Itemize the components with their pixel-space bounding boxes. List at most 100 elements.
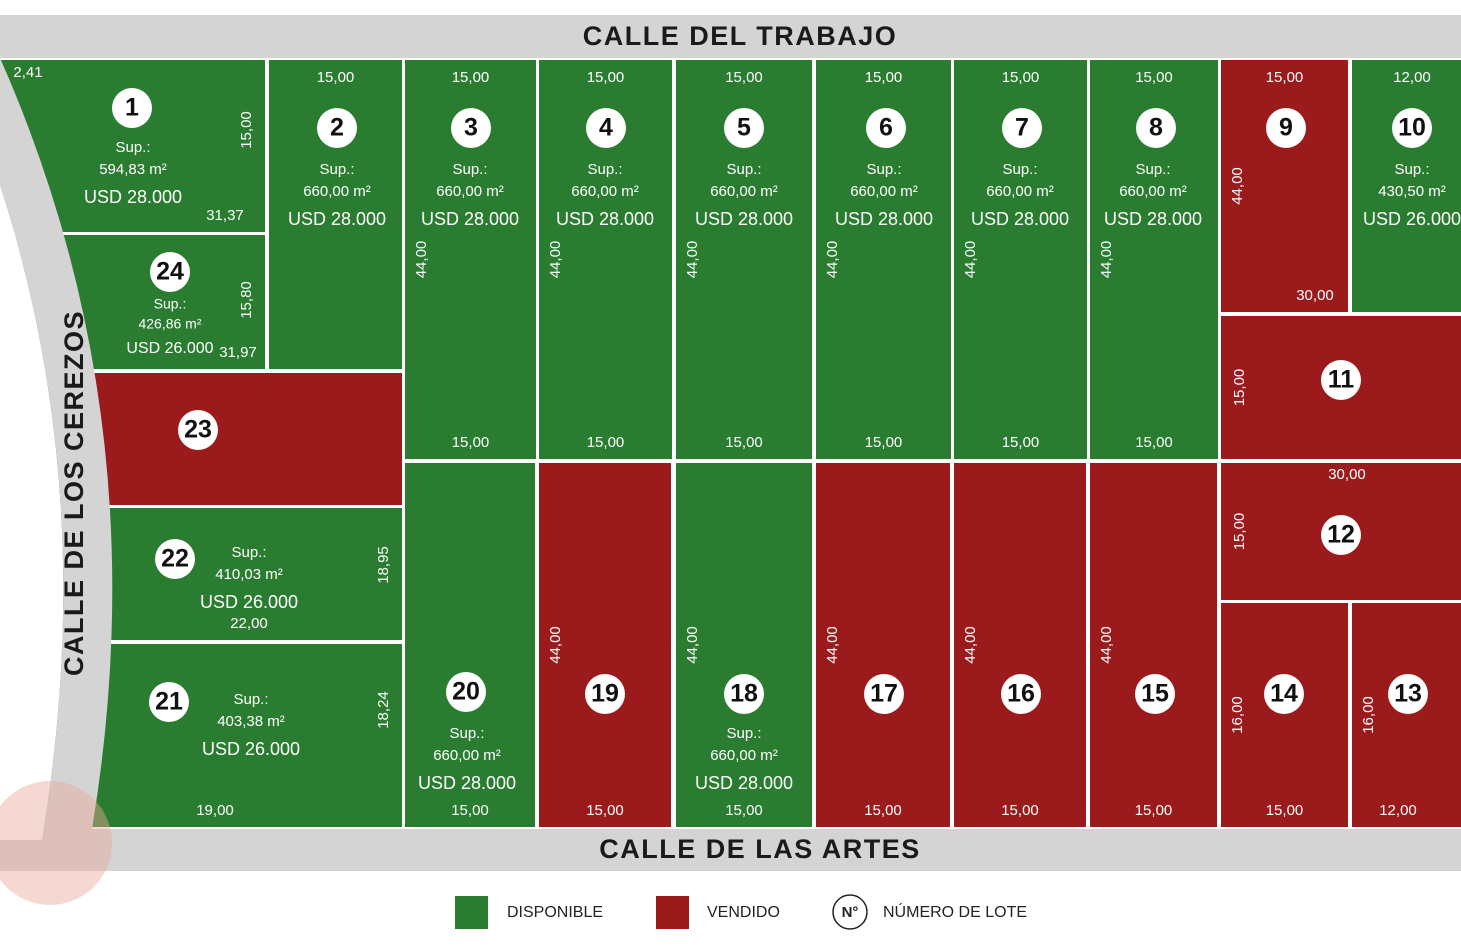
lot-number-badge — [724, 108, 764, 148]
lot-sup-label: Sup.: — [1135, 161, 1170, 178]
street-name: CALLE DE LAS ARTES — [599, 834, 921, 864]
dimension: 12,00 — [1379, 802, 1417, 819]
dimension: 15,00 — [1135, 69, 1173, 86]
street-top — [0, 15, 1461, 58]
dimension: 31,97 — [219, 344, 257, 361]
lot: 12 30,00 15,00 — [1221, 463, 1461, 600]
legend-label: DISPONIBLE — [507, 904, 603, 921]
lot-area — [1090, 463, 1217, 827]
dimension: 15,00 — [865, 434, 903, 451]
legend-swatch — [455, 896, 488, 929]
lot-number-badge — [864, 674, 904, 714]
dimension: 44,00 — [684, 626, 701, 664]
street-left — [0, 58, 113, 840]
lot-number: 15 — [1141, 680, 1169, 708]
dimension: 15,00 — [725, 69, 763, 86]
lot-number-badge — [451, 108, 491, 148]
lot-area-value: 430,50 m² — [1378, 183, 1446, 200]
lot-area-value: 660,00 m² — [303, 183, 371, 200]
lot-number: 21 — [155, 688, 183, 716]
lot-area — [539, 463, 671, 827]
lot-area — [954, 463, 1086, 827]
lot-number: 9 — [1279, 114, 1293, 142]
lot-number-badge — [1266, 108, 1306, 148]
lot: 14 15,00 16,00 — [1221, 603, 1348, 827]
lot-sup-label: Sup.: — [726, 725, 761, 742]
lot-number-badge — [1392, 108, 1432, 148]
dimension: 15,00 — [1135, 434, 1173, 451]
lot-area-value: 660,00 m² — [986, 183, 1054, 200]
lot-area-value: 594,83 m² — [99, 161, 167, 178]
lot-number: 8 — [1149, 114, 1163, 142]
dimension: 15,00 — [452, 69, 490, 86]
dimension: 15,00 — [1001, 802, 1039, 819]
lot-number: 1 — [125, 94, 139, 122]
lot-price: USD 28.000 — [835, 209, 933, 229]
lot-sup-label: Sup.: — [231, 544, 266, 561]
lot-area-value: 403,38 m² — [217, 713, 285, 730]
lot-number: 19 — [591, 680, 619, 708]
lot-area — [1221, 60, 1348, 312]
dimension: 2,41 — [13, 64, 42, 81]
lot-area — [405, 463, 535, 827]
dimension: 44,00 — [1098, 626, 1115, 664]
legend-label: NÚMERO DE LOTE — [883, 902, 1027, 921]
lot-price: USD 28.000 — [421, 209, 519, 229]
lot-price: USD 28.000 — [84, 187, 182, 207]
lot-area — [1221, 603, 1348, 827]
lot-number: 18 — [730, 680, 758, 708]
lot-number-badge — [1321, 515, 1361, 555]
lot-price: USD 26.000 — [200, 592, 298, 612]
dimension: 15,00 — [725, 802, 763, 819]
outside-area — [0, 184, 64, 840]
lot-sup-label: Sup.: — [1002, 161, 1037, 178]
lot-number: 22 — [161, 545, 189, 573]
dimension: 44,00 — [684, 241, 701, 279]
lot: 16 15,00 44,00 — [954, 463, 1086, 827]
lot: 5 Sup.: 660,00 m² USD 28.000 15,00 15,00 44,00 — [676, 60, 812, 459]
lot-price: USD 28.000 — [695, 773, 793, 793]
lot: 9 15,00 30,00 44,00 — [1221, 60, 1348, 312]
lot-area-value: 426,86 m² — [138, 316, 201, 332]
lot-number: 11 — [1328, 366, 1355, 394]
dimension: 15,00 — [238, 111, 255, 149]
lot-area-value: 660,00 m² — [433, 747, 501, 764]
dimension: 15,00 — [864, 802, 902, 819]
dimension: 18,95 — [375, 546, 392, 584]
lot-area — [816, 463, 950, 827]
dimension: 15,00 — [1002, 434, 1040, 451]
lot-area-value: 660,00 m² — [436, 183, 504, 200]
lot: 11 15,00 — [1221, 316, 1461, 459]
lot-number: 12 — [1327, 521, 1355, 549]
dimension: 44,00 — [962, 626, 979, 664]
lot-number-badge — [1136, 108, 1176, 148]
lot-number: 16 — [1007, 680, 1035, 708]
dimension: 15,00 — [1266, 802, 1304, 819]
dimension: 15,00 — [1231, 513, 1248, 551]
lot-sup-label: Sup.: — [726, 161, 761, 178]
lot-area-value: 660,00 m² — [571, 183, 639, 200]
dimension: 15,00 — [1231, 369, 1248, 407]
lot: 20 Sup.: 660,00 m² USD 28.000 15,00 — [405, 463, 535, 827]
dimension: 15,00 — [452, 434, 490, 451]
lot: 6 Sup.: 660,00 m² USD 28.000 15,00 15,00 44,00 — [816, 60, 951, 459]
lot-number: 13 — [1394, 680, 1422, 708]
lot-number-badge — [446, 672, 486, 712]
dimension: 30,00 — [1296, 287, 1334, 304]
lot-area-value: 660,00 m² — [710, 183, 778, 200]
lot-number-badge — [724, 674, 764, 714]
dimension: 30,00 — [1328, 466, 1366, 483]
lot-number: 24 — [156, 258, 184, 286]
lot-area — [1352, 603, 1461, 827]
lot-number: 4 — [599, 114, 613, 142]
dimension: 44,00 — [824, 626, 841, 664]
dimension: 44,00 — [962, 241, 979, 279]
lot-price: USD 28.000 — [971, 209, 1069, 229]
lot-price: USD 28.000 — [1104, 209, 1202, 229]
lot: 2 Sup.: 660,00 m² USD 28.000 15,00 — [269, 60, 402, 369]
lot-number-badge — [149, 682, 189, 722]
lot-number: 14 — [1270, 680, 1298, 708]
dimension: 16,00 — [1229, 696, 1246, 734]
lot-area-value: 660,00 m² — [850, 183, 918, 200]
lot-number-badge — [866, 108, 906, 148]
